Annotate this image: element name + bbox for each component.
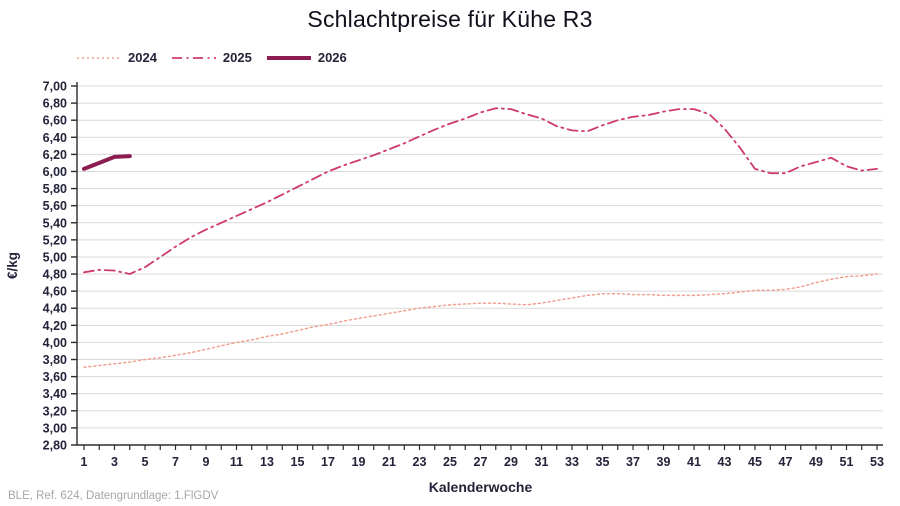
x-tick-label: 21	[382, 455, 396, 469]
y-tick-label: 4,40	[43, 302, 67, 316]
y-tick-label: 3,60	[43, 370, 67, 384]
y-tick-label: 5,20	[43, 233, 67, 247]
legend-item-2026: 2026	[266, 50, 347, 65]
x-tick-label: 17	[321, 455, 335, 469]
y-tick-label: 6,00	[43, 165, 67, 179]
y-tick-label: 4,00	[43, 336, 67, 350]
x-tick-label: 15	[291, 455, 305, 469]
y-tick-label: 5,40	[43, 216, 67, 230]
y-tick-label: 5,00	[43, 250, 67, 264]
y-tick-label: 4,60	[43, 285, 67, 299]
x-tick-label: 31	[535, 455, 549, 469]
legend-swatch-2024	[77, 56, 121, 59]
y-tick-label: 2,80	[43, 439, 67, 453]
x-tick-label: 51	[840, 455, 854, 469]
legend-item-2025: 2025	[171, 50, 252, 65]
x-tick-label: 5	[142, 455, 149, 469]
x-tick-label: 23	[413, 455, 427, 469]
y-tick-label: 5,80	[43, 182, 67, 196]
x-tick-label: 53	[870, 455, 884, 469]
legend-swatch-2025	[171, 56, 216, 59]
chart-title: Schlachtpreise für Kühe R3	[307, 6, 593, 32]
y-tick-label: 7,00	[43, 80, 67, 94]
y-tick-label: 6,40	[43, 131, 67, 145]
y-tick-label: 3,80	[43, 353, 67, 367]
chart-legend: 2024 2025 2026	[76, 50, 347, 65]
series-line-2024	[83, 273, 878, 368]
x-tick-label: 41	[687, 455, 701, 469]
x-tick-label: 7	[172, 455, 179, 469]
x-tick-label: 43	[718, 455, 732, 469]
y-tick-label: 5,60	[43, 199, 67, 213]
x-tick-label: 13	[260, 455, 274, 469]
y-tick-label: 4,20	[43, 319, 67, 333]
series-line-2026	[82, 154, 132, 171]
series-line-2025	[83, 107, 878, 275]
legend-label-2024: 2024	[128, 50, 157, 65]
y-tick-label: 3,00	[43, 421, 67, 435]
x-tick-label: 3	[111, 455, 118, 469]
x-tick-label: 1	[81, 455, 88, 469]
x-tick-label: 25	[443, 455, 457, 469]
y-tick-label: 4,80	[43, 268, 67, 282]
legend-label-2026: 2026	[317, 50, 347, 65]
x-tick-label: 19	[352, 455, 366, 469]
y-tick-label: 3,40	[43, 387, 67, 401]
y-axis-title: €/kg	[5, 252, 20, 279]
x-tick-label: 49	[809, 455, 823, 469]
legend-item-2024: 2024	[76, 50, 157, 65]
x-tick-label: 11	[230, 455, 243, 469]
legend-label-2025: 2025	[222, 50, 252, 65]
source-note: BLE, Ref. 624, Datengrundlage: 1.FlGDV	[8, 490, 219, 502]
y-tick-label: 6,20	[43, 148, 67, 162]
x-tick-label: 45	[748, 455, 762, 469]
legend-swatch-2026	[266, 55, 311, 60]
x-tick-label: 29	[504, 455, 518, 469]
y-tick-label: 6,60	[43, 114, 67, 128]
y-tick-label: 6,80	[43, 97, 67, 111]
x-axis-title: Kalenderwoche	[429, 479, 533, 495]
x-tick-label: 33	[565, 455, 579, 469]
x-tick-label: 39	[657, 455, 671, 469]
x-tick-label: 35	[596, 455, 610, 469]
y-tick-label: 3,20	[43, 404, 67, 418]
x-tick-label: 9	[203, 455, 210, 469]
x-tick-label: 47	[779, 455, 793, 469]
x-tick-label: 37	[626, 455, 640, 469]
x-tick-label: 27	[474, 455, 488, 469]
